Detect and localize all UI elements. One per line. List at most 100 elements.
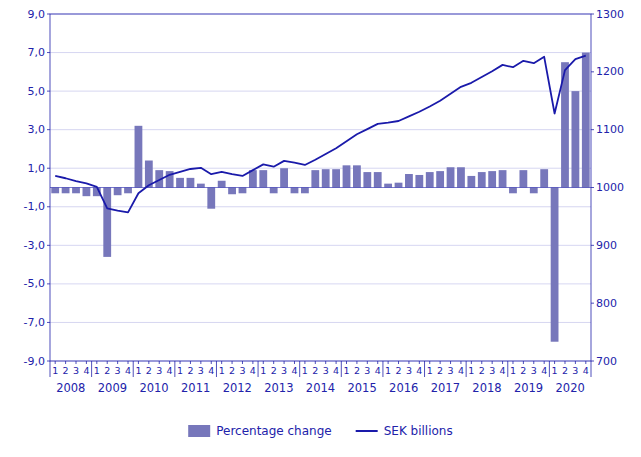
- y-tick-label: 3,0: [28, 123, 46, 136]
- bar: [415, 175, 423, 188]
- x-tick-label: 2: [396, 365, 402, 376]
- y2-tick-label: 1300: [596, 8, 624, 21]
- x-tick-label: 2: [312, 365, 318, 376]
- y-tick-label: -5,0: [24, 277, 45, 290]
- x-tick: [107, 361, 108, 364]
- grid-line: [50, 91, 591, 92]
- group-separator: [299, 361, 300, 377]
- x-tick-label: 3: [239, 365, 245, 376]
- group-label: 2016: [389, 381, 418, 395]
- x-tick-label: 4: [291, 365, 297, 376]
- group-separator: [549, 361, 550, 377]
- x-tick: [128, 361, 129, 364]
- x-tick-label: 2: [146, 365, 152, 376]
- group-label: 2011: [181, 381, 210, 395]
- x-tick-label: 2: [187, 365, 193, 376]
- x-tick: [460, 361, 461, 364]
- group-separator: [91, 361, 92, 377]
- x-tick: [388, 361, 389, 364]
- x-tick-label: 3: [73, 365, 79, 376]
- bar: [499, 170, 507, 187]
- group-label: 2017: [431, 381, 460, 395]
- grid-line: [50, 245, 591, 246]
- x-tick-label: 2: [437, 365, 443, 376]
- group-label: 2014: [306, 381, 335, 395]
- y-tick: [47, 206, 50, 207]
- y2-tick: [591, 71, 594, 72]
- x-tick-label: 1: [219, 365, 225, 376]
- x-tick: [180, 361, 181, 364]
- group-separator: [50, 361, 51, 377]
- x-tick-label: 1: [260, 365, 266, 376]
- y2-tick: [591, 129, 594, 130]
- x-tick: [138, 361, 139, 364]
- x-tick-label: 4: [416, 365, 422, 376]
- group-label: 2013: [264, 381, 293, 395]
- x-tick: [512, 361, 513, 364]
- x-tick-label: 3: [531, 365, 537, 376]
- bar: [467, 176, 475, 188]
- grid-line: [50, 168, 591, 169]
- bar: [519, 170, 527, 187]
- bar: [311, 170, 319, 187]
- x-tick: [575, 361, 576, 364]
- y-tick: [47, 129, 50, 130]
- x-tick: [148, 361, 149, 364]
- x-tick: [544, 361, 545, 364]
- group-label: 2010: [139, 381, 168, 395]
- x-tick-label: 1: [468, 365, 474, 376]
- x-tick: [564, 361, 565, 364]
- group-separator: [466, 361, 467, 377]
- x-tick-label: 1: [552, 365, 558, 376]
- x-tick: [169, 361, 170, 364]
- bar: [270, 188, 278, 194]
- x-tick-label: 4: [500, 365, 506, 376]
- group-separator: [382, 361, 383, 377]
- y-tick-label: 7,0: [28, 46, 46, 59]
- x-tick-label: 3: [115, 365, 121, 376]
- bar: [124, 188, 132, 194]
- chart: -9,0-7,0-5,0-3,0-1,01,03,05,07,09,070080…: [0, 0, 641, 457]
- x-tick: [242, 361, 243, 364]
- x-tick-label: 1: [510, 365, 516, 376]
- group-separator: [133, 361, 134, 377]
- x-tick: [336, 361, 337, 364]
- bar: [447, 167, 455, 187]
- bar: [426, 172, 434, 187]
- y2-tick-label: 1200: [596, 65, 624, 78]
- x-tick: [190, 361, 191, 364]
- x-tick: [408, 361, 409, 364]
- y2-tick: [591, 245, 594, 246]
- x-tick: [523, 361, 524, 364]
- group-label: 2020: [556, 381, 585, 395]
- x-tick: [325, 361, 326, 364]
- bar: [62, 188, 70, 194]
- x-tick-label: 3: [364, 365, 370, 376]
- x-tick-label: 2: [354, 365, 360, 376]
- y-tick-label: 1,0: [28, 162, 46, 175]
- bar: [114, 188, 122, 196]
- bar: [259, 170, 267, 187]
- y-tick: [47, 91, 50, 92]
- x-tick-label: 1: [135, 365, 141, 376]
- x-tick: [450, 361, 451, 364]
- legend-label: SEK billions: [384, 424, 453, 438]
- bar: [509, 188, 517, 194]
- x-tick-label: 1: [177, 365, 183, 376]
- plot-area: [51, 53, 589, 342]
- x-tick-label: 4: [167, 365, 173, 376]
- x-tick: [377, 361, 378, 364]
- bar: [322, 169, 330, 187]
- group-label: 2012: [223, 381, 252, 395]
- x-tick-label: 3: [489, 365, 495, 376]
- bar: [436, 171, 444, 187]
- bar: [187, 178, 195, 188]
- bar: [478, 172, 486, 187]
- y2-tick-label: 1000: [596, 181, 624, 194]
- x-tick: [481, 361, 482, 364]
- x-tick-label: 4: [375, 365, 381, 376]
- x-tick: [221, 361, 222, 364]
- bar: [135, 126, 143, 188]
- y2-tick: [591, 303, 594, 304]
- x-tick-label: 1: [427, 365, 433, 376]
